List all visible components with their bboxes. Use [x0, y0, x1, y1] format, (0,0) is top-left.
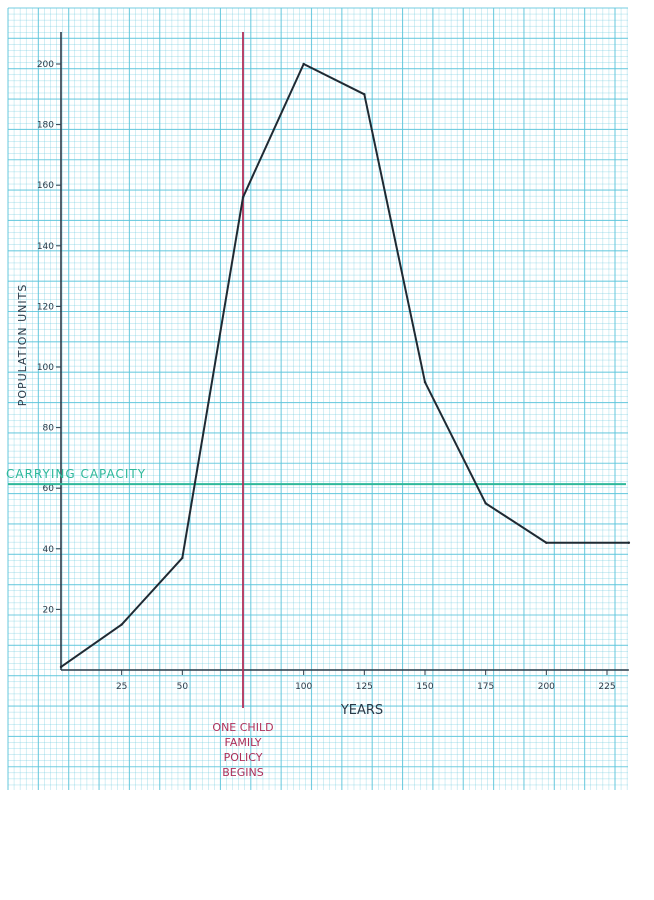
y-tick-label: 20	[43, 605, 55, 615]
x-tick-label: 25	[116, 682, 127, 692]
population-data-point	[363, 93, 366, 96]
x-tick-label: 50	[177, 682, 189, 692]
population-data-point	[627, 541, 631, 544]
y-tick-label: 180	[37, 121, 54, 131]
tick-marks: 25 50 100 125 150 175 200 225 20 40 60 80 100 120 140 1…	[37, 60, 616, 692]
y-tick-label: 200	[37, 60, 54, 70]
carrying-capacity-group: CARRYING CAPACITY	[6, 467, 626, 486]
y-tick-label: 120	[37, 302, 54, 312]
population-data-point	[545, 541, 548, 544]
x-tick-label: 100	[295, 682, 312, 692]
policy-label-line-4: BEGINS	[222, 766, 263, 779]
y-tick-label: 40	[43, 545, 55, 555]
y-tick-label: 60	[43, 484, 55, 494]
x-tick-label: 175	[477, 682, 494, 692]
x-tick-label: 200	[538, 682, 555, 692]
x-axis-label: YEARS	[340, 703, 383, 718]
population-data-point	[120, 623, 123, 626]
population-data-point	[241, 196, 245, 199]
x-tick-label: 225	[598, 682, 615, 692]
graph-paper-grid	[7, 7, 628, 790]
population-data-point	[302, 62, 305, 66]
population-data-point	[181, 556, 184, 560]
population-series-line	[60, 63, 630, 668]
carrying-capacity-label: CARRYING CAPACITY	[6, 467, 146, 481]
population-data-point	[484, 502, 487, 505]
y-tick-label: 140	[37, 242, 54, 252]
x-tick-label: 125	[356, 682, 373, 692]
policy-group: ONE CHILD FAMILY POLICY BEGINS	[212, 32, 274, 779]
y-tick-label: 80	[43, 424, 55, 434]
population-series	[59, 62, 631, 669]
population-data-point	[59, 665, 63, 669]
x-tick-label: 150	[416, 682, 433, 692]
population-data-point	[423, 380, 427, 384]
policy-label-line-3: POLICY	[224, 751, 263, 764]
policy-label-line-1: ONE CHILD	[212, 721, 273, 734]
y-tick-label: 160	[37, 181, 54, 191]
chart-axes	[60, 32, 629, 671]
y-axis-label: POPULATION UNITS	[16, 284, 29, 407]
policy-label-line-2: FAMILY	[225, 736, 262, 749]
y-tick-label: 100	[37, 363, 54, 373]
